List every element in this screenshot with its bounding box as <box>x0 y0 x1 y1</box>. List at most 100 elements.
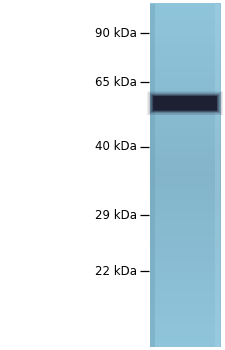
Bar <box>150 252 220 254</box>
Bar <box>150 270 220 271</box>
Bar <box>150 192 220 194</box>
Bar <box>150 218 220 219</box>
Bar <box>150 215 220 216</box>
Bar <box>150 240 220 242</box>
Bar <box>150 156 220 158</box>
Bar <box>150 98 220 99</box>
FancyBboxPatch shape <box>152 94 219 112</box>
Bar <box>150 4 155 346</box>
Bar <box>150 172 220 173</box>
Bar <box>150 319 220 321</box>
Bar <box>150 141 220 142</box>
Text: 90 kDa: 90 kDa <box>95 27 137 40</box>
Bar <box>150 48 220 50</box>
Bar <box>150 135 220 137</box>
Bar <box>150 28 220 29</box>
Bar <box>150 38 220 40</box>
Bar <box>150 237 220 238</box>
Bar <box>150 194 220 196</box>
Bar <box>150 297 220 299</box>
Bar <box>150 94 220 96</box>
Bar <box>150 290 220 292</box>
Bar <box>150 142 220 144</box>
Bar <box>150 117 220 118</box>
Bar <box>150 103 220 105</box>
Bar <box>150 254 220 256</box>
Bar <box>150 69 220 70</box>
Bar <box>150 170 220 172</box>
Bar <box>150 204 220 206</box>
Bar <box>150 129 220 131</box>
Bar <box>150 256 220 257</box>
Bar <box>150 65 220 67</box>
Bar <box>150 312 220 314</box>
Bar <box>150 257 220 259</box>
Bar <box>150 96 220 98</box>
Bar <box>150 283 220 285</box>
Bar <box>150 58 220 60</box>
Bar <box>150 317 220 319</box>
Bar <box>150 278 220 280</box>
Bar <box>150 91 220 93</box>
Bar <box>150 110 220 112</box>
Bar <box>150 244 220 245</box>
Bar <box>150 175 220 177</box>
Bar <box>150 74 220 76</box>
Bar <box>150 63 220 65</box>
Bar <box>150 321 220 322</box>
Bar <box>150 41 220 43</box>
Bar <box>150 149 220 151</box>
Bar <box>150 55 220 57</box>
Bar <box>150 341 220 343</box>
Bar <box>150 36 220 38</box>
Bar <box>150 276 220 278</box>
Bar <box>150 132 220 134</box>
Bar <box>150 209 220 211</box>
Bar <box>150 120 220 122</box>
Bar <box>150 223 220 225</box>
Bar <box>150 168 220 170</box>
Bar <box>150 307 220 309</box>
Bar <box>150 226 220 228</box>
Bar <box>150 101 220 103</box>
Bar <box>150 7 220 9</box>
Bar <box>150 329 220 331</box>
Bar <box>150 53 220 55</box>
Bar <box>150 281 220 283</box>
Bar <box>150 131 220 132</box>
Bar <box>150 46 220 48</box>
Bar <box>150 345 220 346</box>
Bar <box>150 113 220 115</box>
Bar <box>150 125 220 127</box>
Bar <box>150 249 220 251</box>
Bar <box>150 199 220 201</box>
Text: 65 kDa: 65 kDa <box>95 76 137 89</box>
Bar <box>150 208 220 209</box>
Bar <box>150 266 220 268</box>
Bar <box>150 247 220 249</box>
Bar <box>150 124 220 125</box>
Bar <box>150 89 220 91</box>
Bar <box>150 82 220 84</box>
Bar <box>150 338 220 339</box>
Bar <box>150 333 220 335</box>
Bar <box>150 235 220 237</box>
Bar <box>150 62 220 63</box>
Bar <box>150 153 220 154</box>
Bar <box>150 160 220 161</box>
Bar <box>150 264 220 266</box>
Bar <box>150 70 220 72</box>
FancyBboxPatch shape <box>150 93 220 113</box>
Bar <box>150 166 220 168</box>
Bar <box>150 148 220 149</box>
Bar <box>150 288 220 290</box>
Bar <box>150 178 220 180</box>
Bar <box>150 21 220 22</box>
Bar <box>150 336 220 338</box>
Bar <box>150 322 220 324</box>
Bar <box>150 12 220 14</box>
FancyBboxPatch shape <box>148 91 223 115</box>
Bar <box>150 144 220 146</box>
Bar <box>150 67 220 69</box>
Bar <box>150 309 220 310</box>
